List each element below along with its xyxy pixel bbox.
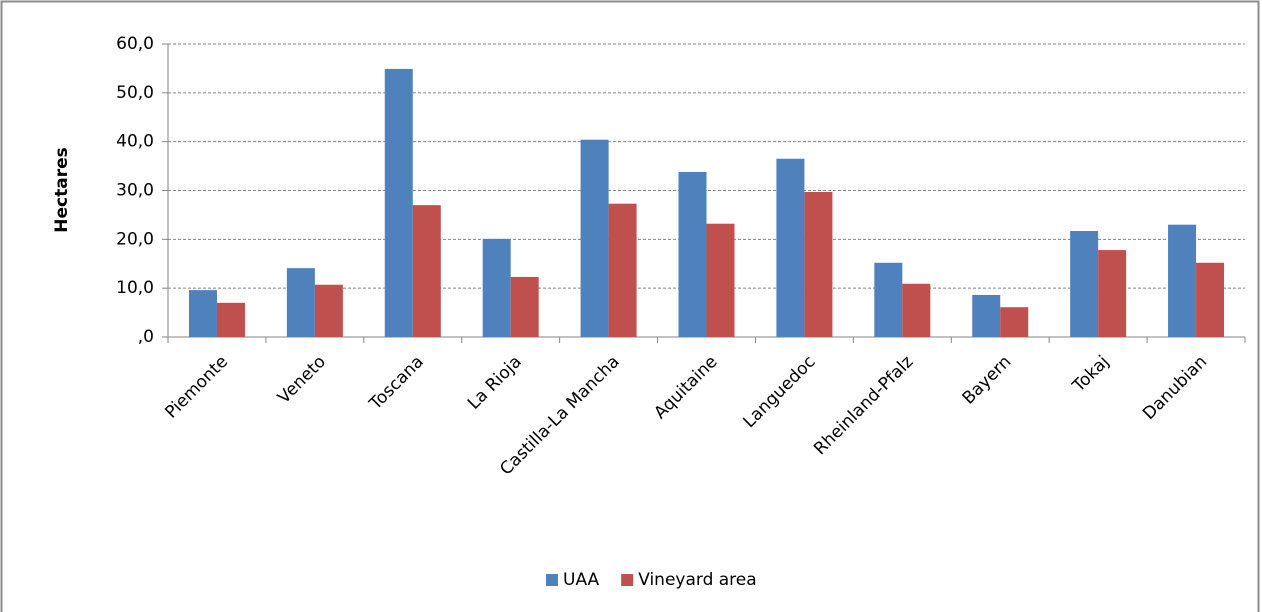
y-tick-label: 60,0 bbox=[116, 34, 154, 54]
bar bbox=[608, 203, 637, 337]
y-axis-title: Hectares bbox=[52, 147, 72, 232]
y-tick-label: 30,0 bbox=[116, 181, 154, 201]
bar bbox=[580, 139, 609, 337]
bar bbox=[1196, 262, 1225, 337]
legend-label: UAA bbox=[563, 570, 600, 590]
bar bbox=[314, 284, 343, 337]
legend-swatch bbox=[621, 574, 634, 586]
bar bbox=[1000, 307, 1029, 337]
x-tick-label: Aquitaine bbox=[650, 352, 721, 423]
x-tick-label: Toscana bbox=[365, 352, 428, 415]
bar bbox=[412, 205, 441, 337]
y-tick-label: 10,0 bbox=[116, 278, 154, 298]
y-tick-label: 50,0 bbox=[116, 83, 154, 103]
x-tick-label: Languedoc bbox=[739, 352, 819, 432]
bar bbox=[874, 262, 903, 337]
bar bbox=[510, 276, 539, 337]
y-tick-label: 40,0 bbox=[116, 132, 154, 152]
bar bbox=[678, 171, 707, 337]
x-tick-label: Rheinland-Pfalz bbox=[810, 352, 917, 459]
x-tick-label: Danubian bbox=[1139, 352, 1211, 424]
legend-label: Vineyard area bbox=[638, 570, 757, 590]
y-tick-label: 20,0 bbox=[116, 229, 154, 249]
x-tick-label: Tokaj bbox=[1068, 352, 1113, 397]
bar bbox=[804, 191, 833, 337]
x-tick-label: Veneto bbox=[274, 352, 330, 408]
bar bbox=[286, 268, 315, 337]
bar bbox=[384, 68, 413, 337]
bar bbox=[1070, 231, 1099, 337]
legend-swatch bbox=[546, 574, 558, 586]
bar bbox=[216, 302, 245, 337]
bar bbox=[1098, 250, 1127, 337]
x-tick-label: Piemonte bbox=[161, 352, 232, 423]
bar bbox=[902, 283, 931, 337]
bar bbox=[706, 223, 735, 337]
x-tick-label: La Rioja bbox=[464, 352, 526, 414]
bar bbox=[1168, 224, 1197, 337]
bar bbox=[188, 290, 217, 337]
bar bbox=[972, 295, 1001, 337]
bar bbox=[776, 158, 805, 337]
bar bbox=[482, 238, 511, 337]
x-tick-label: Bayern bbox=[959, 352, 1016, 409]
y-tick-label: ,0 bbox=[138, 327, 154, 347]
